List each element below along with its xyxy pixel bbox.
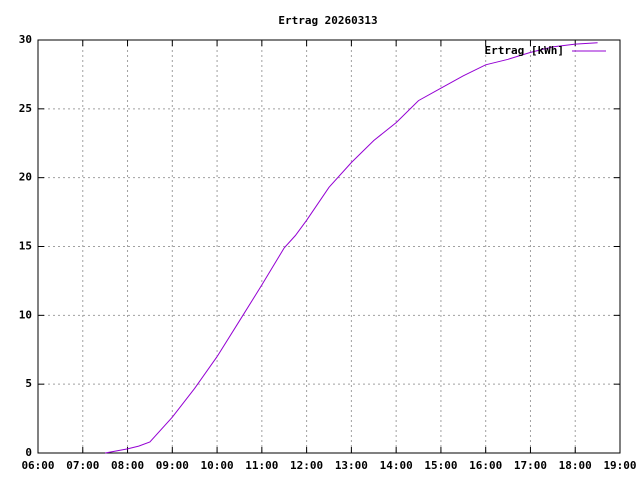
data-line <box>105 42 598 454</box>
x-tick-label: 19:00 <box>603 459 636 472</box>
x-tick-label: 10:00 <box>201 459 234 472</box>
x-tick-label: 17:00 <box>514 459 547 472</box>
x-tick-label: 11:00 <box>245 459 278 472</box>
y-tick-label: 10 <box>19 308 32 321</box>
x-tick-label: 07:00 <box>66 459 99 472</box>
y-tick-label: 30 <box>19 33 32 46</box>
y-tick-label: 15 <box>19 240 32 253</box>
x-tick-label: 15:00 <box>424 459 457 472</box>
y-tick-label: 25 <box>19 102 32 115</box>
y-tick-label: 5 <box>25 377 32 390</box>
x-tick-label: 06:00 <box>21 459 54 472</box>
y-tick-label: 20 <box>19 171 32 184</box>
y-tick-label: 0 <box>25 446 32 459</box>
x-tick-label: 16:00 <box>469 459 502 472</box>
x-tick-label: 09:00 <box>156 459 189 472</box>
x-tick-label: 14:00 <box>380 459 413 472</box>
x-tick-label: 18:00 <box>559 459 592 472</box>
x-tick-label: 13:00 <box>335 459 368 472</box>
legend-label: Ertrag [kWh] <box>485 44 564 57</box>
x-tick-label: 12:00 <box>290 459 323 472</box>
chart-title: Ertrag 20260313 <box>278 14 377 27</box>
x-tick-label: 08:00 <box>111 459 144 472</box>
